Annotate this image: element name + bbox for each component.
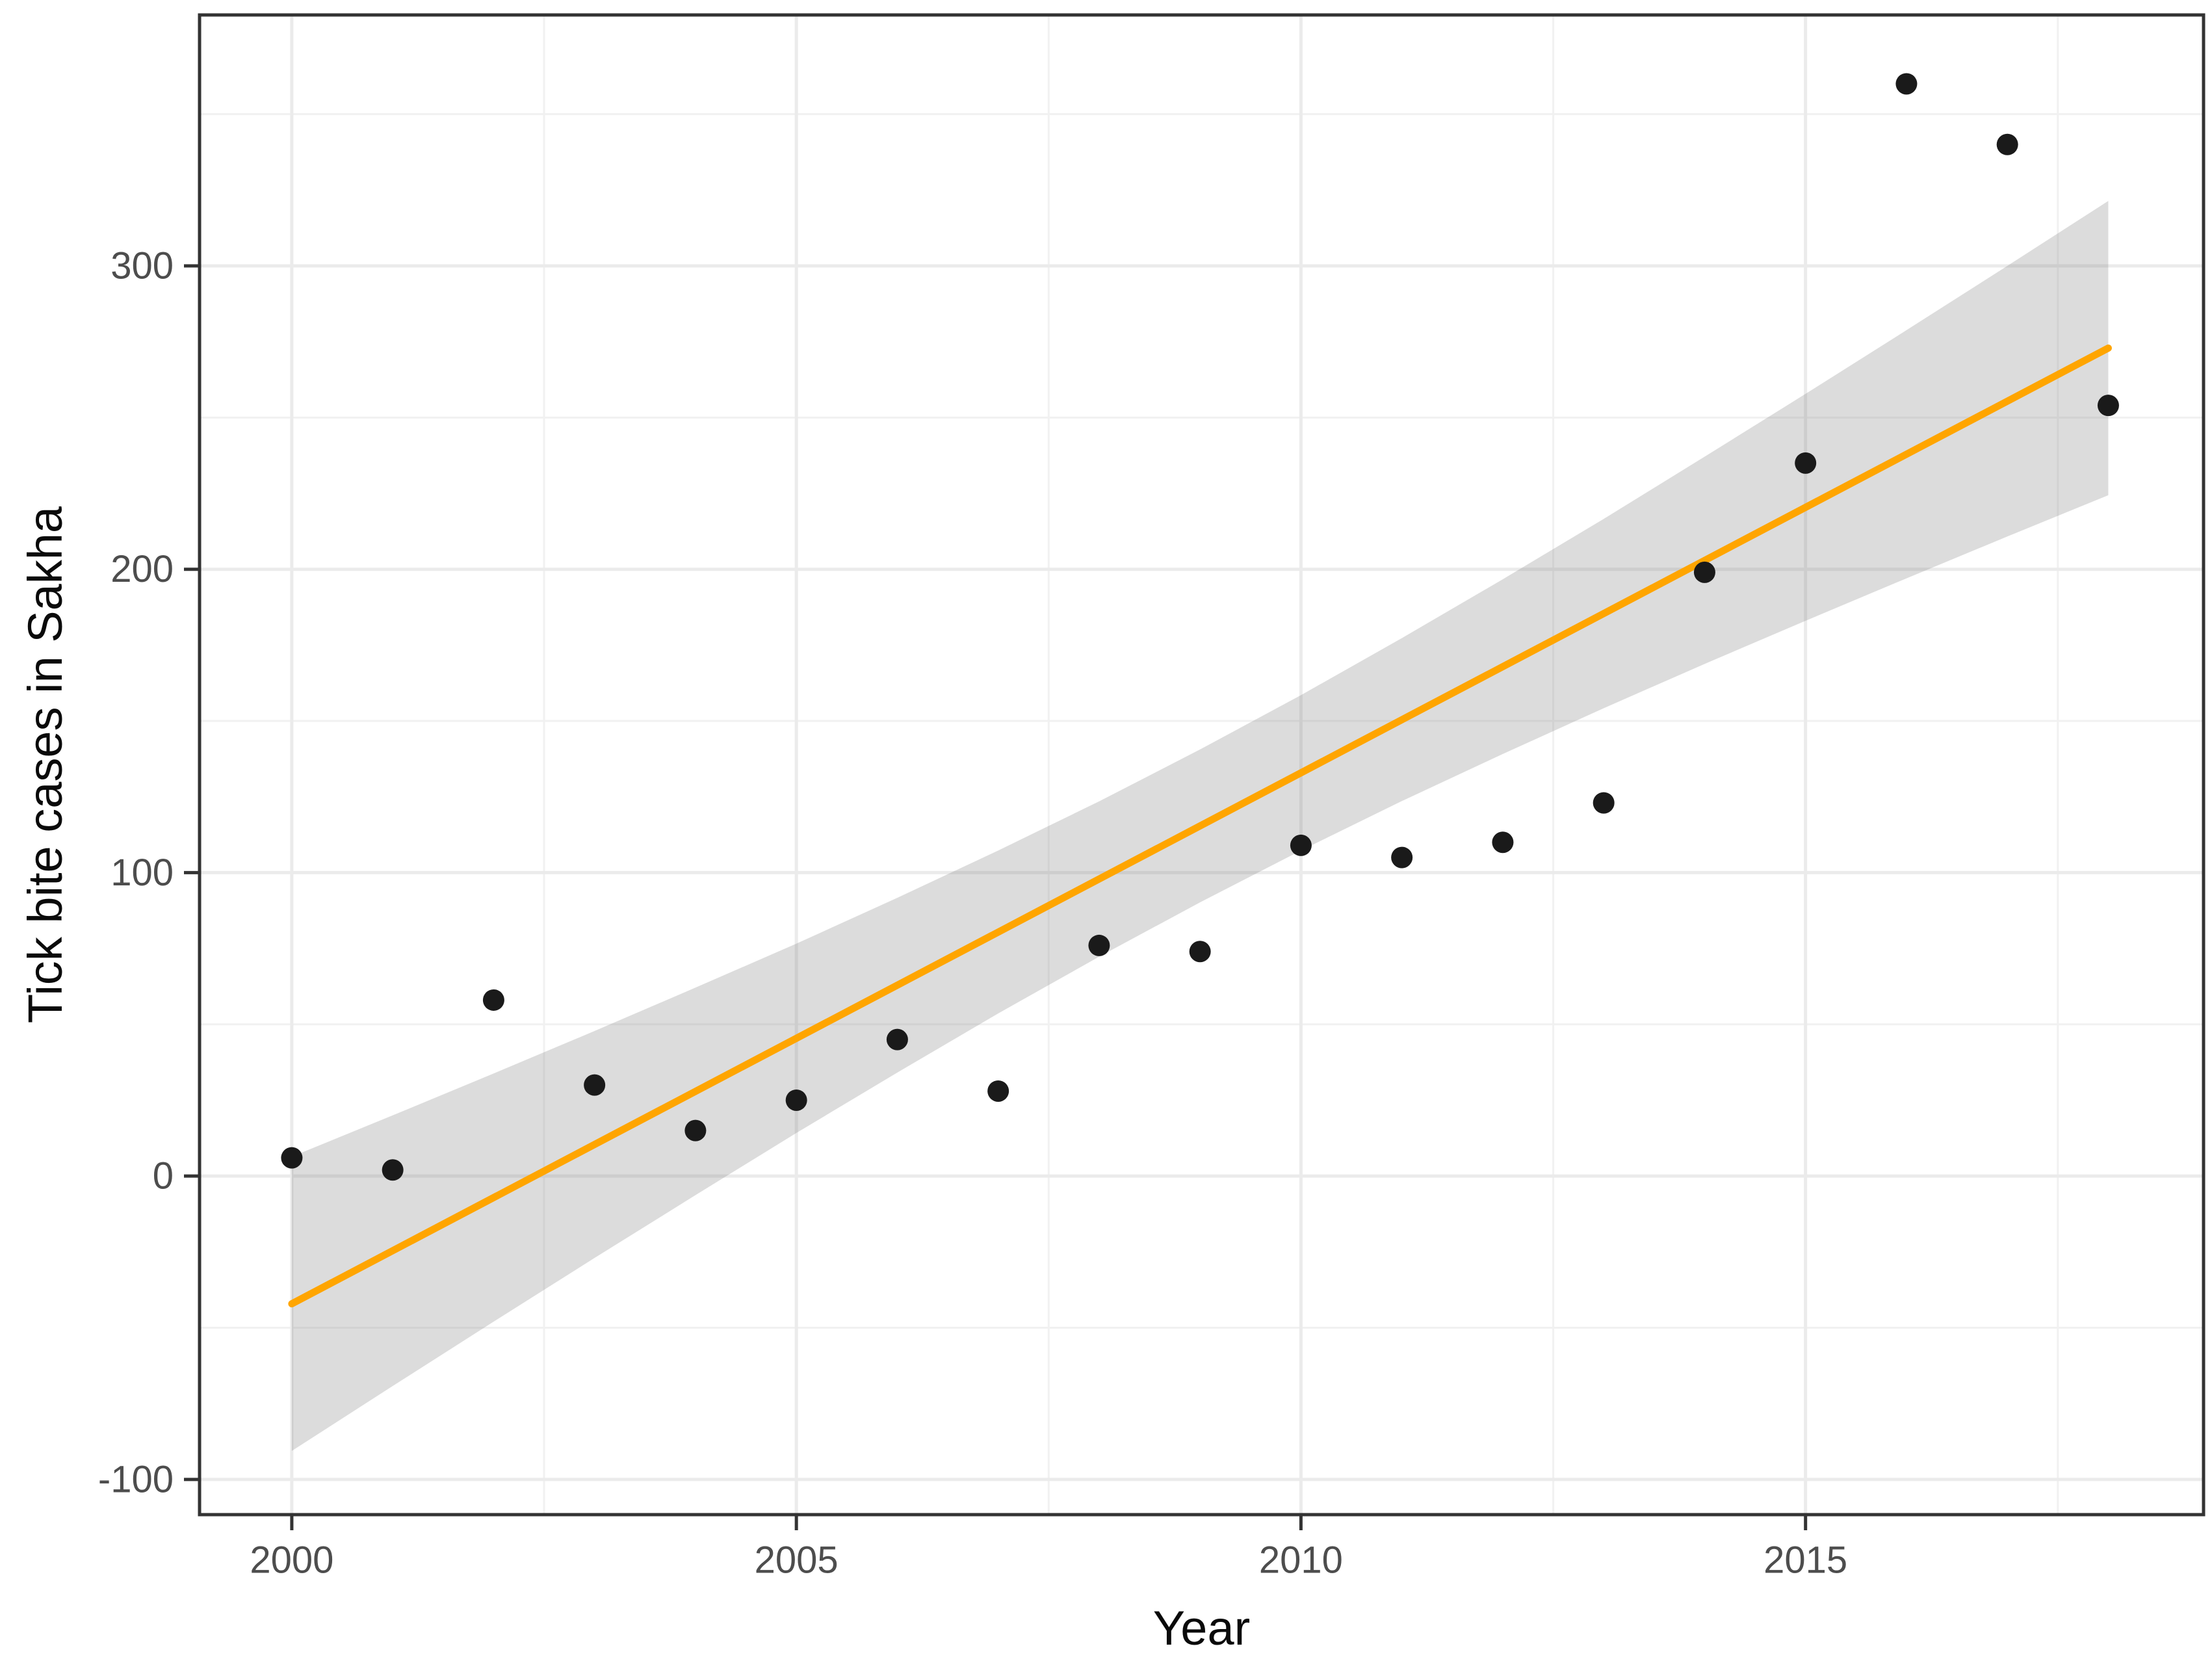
data-point-2011 bbox=[1391, 846, 1413, 868]
x-tick-label-2005: 2005 bbox=[755, 1539, 839, 1582]
y-axis-title: Tick bite cases in Sakha bbox=[18, 506, 72, 1023]
y-tick-label-100: 100 bbox=[111, 852, 174, 894]
y-tick-label-200: 200 bbox=[111, 548, 174, 590]
data-points-group bbox=[281, 73, 2119, 1181]
data-point-2016 bbox=[1895, 73, 1918, 95]
data-point-2009 bbox=[1189, 941, 1211, 963]
axis-tick-marks bbox=[184, 264, 1808, 1530]
x-axis-tick-labels: 2000 2005 2010 2015 bbox=[250, 1539, 1847, 1582]
data-point-2005 bbox=[785, 1089, 807, 1111]
data-point-2013 bbox=[1593, 792, 1615, 814]
grid-major-lines bbox=[200, 15, 2204, 1515]
x-axis-title: Year bbox=[1153, 1601, 1251, 1655]
trend-line bbox=[288, 344, 2112, 1308]
data-point-2003 bbox=[584, 1074, 606, 1096]
data-point-2010 bbox=[1290, 834, 1312, 856]
y-tick-label-300: 300 bbox=[111, 244, 174, 287]
data-point-2018 bbox=[2097, 395, 2119, 417]
data-point-2001 bbox=[382, 1159, 404, 1181]
y-axis-tick-labels: -100 0 100 200 300 bbox=[98, 244, 174, 1500]
data-point-2017 bbox=[1996, 133, 2018, 155]
x-tick-label-2000: 2000 bbox=[250, 1539, 333, 1582]
data-point-2012 bbox=[1492, 831, 1514, 854]
x-tick-label-2010: 2010 bbox=[1259, 1539, 1343, 1582]
data-point-2004 bbox=[684, 1119, 707, 1142]
trend-line-group bbox=[288, 344, 2112, 1308]
data-point-2014 bbox=[1693, 561, 1715, 583]
y-tick-label--100: -100 bbox=[98, 1458, 174, 1500]
x-tick-label-2015: 2015 bbox=[1763, 1539, 1847, 1582]
y-tick-label-0: 0 bbox=[153, 1155, 174, 1197]
panel-border bbox=[198, 13, 2205, 1517]
data-point-2007 bbox=[987, 1080, 1009, 1102]
data-point-2008 bbox=[1088, 934, 1110, 956]
data-point-2002 bbox=[482, 989, 504, 1011]
data-point-2006 bbox=[886, 1028, 908, 1050]
data-point-2000 bbox=[281, 1147, 303, 1169]
data-point-2015 bbox=[1795, 452, 1817, 474]
